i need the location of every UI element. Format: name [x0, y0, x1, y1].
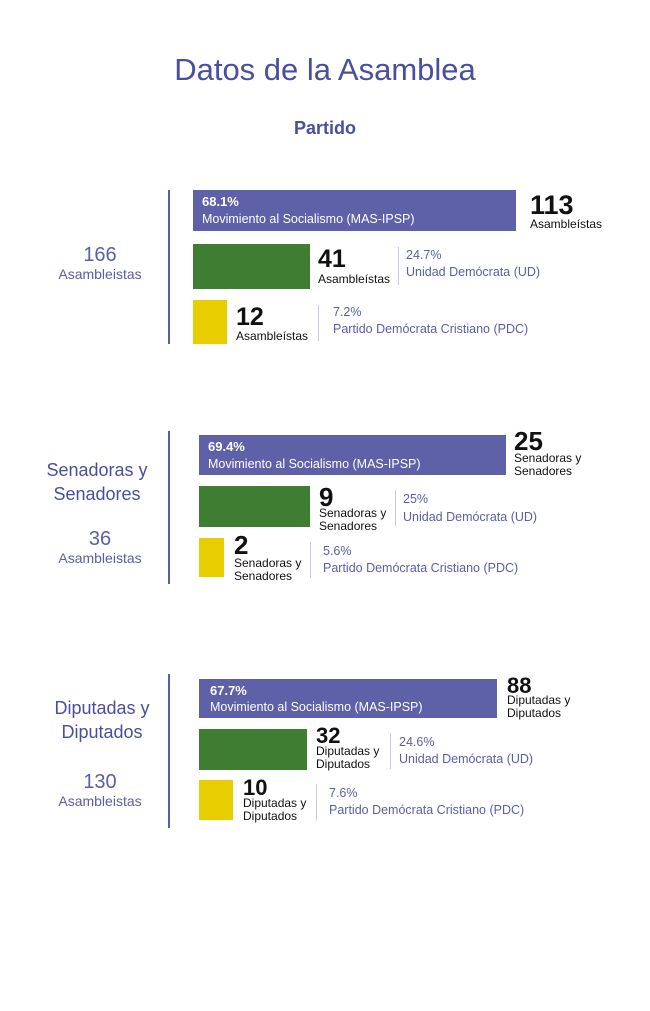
separator-pdc: [316, 784, 317, 820]
count-pdc-unit: Diputadas y Diputados: [243, 797, 323, 823]
separator-pdc: [318, 305, 319, 341]
bar-ud: [193, 244, 310, 289]
count-ud-unit-text: Diputadas y Diputados: [316, 744, 380, 771]
percent-ud: 24.6%: [399, 735, 435, 749]
party-pdc: Partido Demócrata Cristiano (PDC): [323, 561, 519, 575]
percent-ud: 25%: [403, 492, 429, 506]
percent-pdc: 5.6%: [323, 544, 352, 558]
count-ud-unit: Senadoras y Senadores: [319, 507, 399, 533]
group-label: Diputadas y Diputados: [54, 698, 150, 742]
group-divider-line: [168, 674, 170, 828]
bar-pdc: [199, 780, 233, 820]
page-title: Datos de la Asamblea: [174, 52, 476, 87]
party-pdc: Partido Demócrata Cristiano (PDC): [329, 803, 525, 817]
count-mas-unit: Asambleístas: [530, 217, 603, 231]
group-total-unit: Asambleistas: [58, 266, 142, 282]
bar-mas: [199, 435, 506, 475]
party-ud: Unidad Demócrata (UD): [399, 752, 534, 766]
bar-mas-percent: 67.7%: [210, 683, 247, 698]
group-total: 36: [88, 528, 112, 550]
count-pdc-unit-text: Diputadas y Diputados: [243, 796, 307, 823]
page-subtitle: Partido: [293, 118, 356, 138]
bar-mas-percent: 68.1%: [202, 194, 239, 209]
bar-mas: [193, 190, 516, 231]
bar-pdc: [199, 538, 224, 577]
bar-ud: [199, 486, 310, 527]
separator-pdc: [310, 542, 311, 578]
bar-mas-party: Movimiento al Socialismo (MAS-IPSP): [202, 212, 415, 226]
party-ud: Unidad Demócrata (UD): [406, 265, 541, 279]
count-mas: 25: [514, 426, 543, 456]
group-label: Senadoras y Senadores: [46, 460, 148, 504]
separator-ud: [390, 733, 391, 769]
count-pdc-unit-text: Senadoras y Senadores: [234, 556, 302, 583]
count-ud-unit: Diputadas y Diputados: [316, 745, 396, 771]
percent-ud: 24.7%: [406, 248, 442, 262]
count-mas-unit: Senadoras y Senadores: [514, 452, 594, 478]
count-mas-unit-text: Diputadas y Diputados: [507, 693, 571, 720]
count-pdc-unit: Asambleístas: [236, 329, 309, 343]
bar-ud: [199, 729, 307, 770]
group-total: 130: [83, 771, 117, 793]
percent-pdc: 7.6%: [329, 786, 358, 800]
count-ud: 32: [316, 723, 341, 748]
party-ud: Unidad Demócrata (UD): [403, 510, 538, 524]
count-ud-unit: Asambleístas: [318, 272, 391, 286]
bar-mas: [199, 679, 497, 718]
count-mas-unit: Diputadas y Diputados: [507, 694, 587, 720]
count-pdc: 12: [236, 303, 264, 331]
count-pdc: 10: [243, 775, 268, 800]
group-divider-line: [168, 190, 170, 344]
percent-pdc: 7.2%: [333, 305, 362, 319]
count-ud-unit-text: Senadoras y Senadores: [319, 506, 387, 533]
bar-mas-party: Movimiento al Socialismo (MAS-IPSP): [210, 700, 423, 714]
count-mas: 88: [507, 673, 532, 698]
count-mas: 113: [530, 190, 574, 220]
group-total-unit: Asambleistas: [58, 793, 142, 809]
party-pdc: Partido Demócrata Cristiano (PDC): [333, 322, 529, 336]
group-total: 166: [83, 244, 117, 266]
bar-mas-party: Movimiento al Socialismo (MAS-IPSP): [208, 457, 421, 471]
group-total-unit: Asambleistas: [58, 550, 142, 566]
count-mas-unit-text: Senadoras y Senadores: [514, 451, 582, 478]
group-divider-line: [168, 431, 170, 584]
count-pdc: 2: [234, 530, 249, 560]
separator-ud: [395, 490, 396, 526]
bar-pdc: [193, 300, 227, 344]
bar-mas-percent: 69.4%: [208, 439, 245, 454]
count-pdc-unit: Senadoras y Senadores: [234, 557, 314, 583]
count-ud: 41: [318, 245, 346, 273]
count-ud: 9: [319, 482, 334, 512]
separator-ud: [398, 247, 399, 285]
